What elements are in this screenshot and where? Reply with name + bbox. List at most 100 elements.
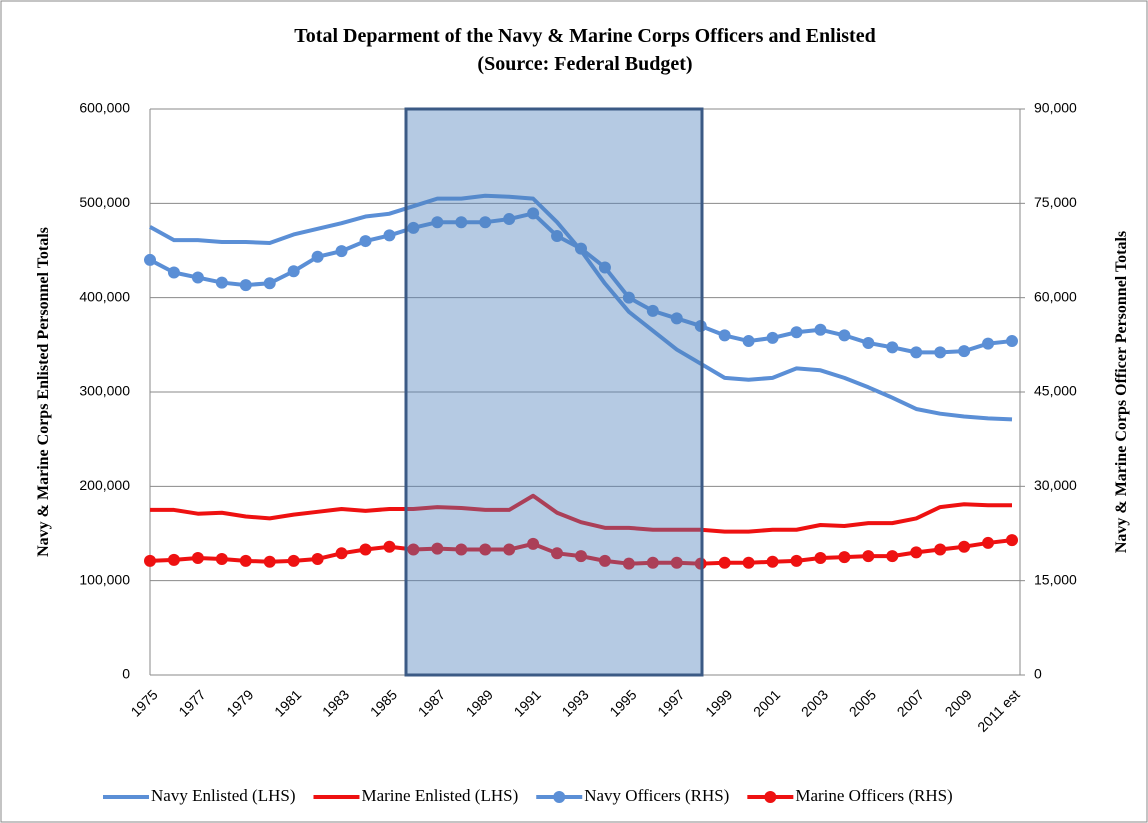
series-marker [503, 213, 516, 226]
series-marker [814, 323, 827, 336]
series-marker [670, 556, 683, 569]
y2-tick-label: 0 [1034, 666, 1042, 682]
series-marker [527, 207, 540, 220]
series-marker [215, 276, 228, 289]
series-marker [575, 550, 587, 563]
series-marker [263, 277, 276, 290]
series-marker [431, 542, 444, 555]
y-tick-label: 400,000 [79, 288, 130, 304]
highlight-region [404, 107, 704, 677]
y-tick-label: 500,000 [79, 194, 130, 210]
series-marker [814, 552, 827, 565]
y-axis-label: Navy & Marine Corps Enlisted Personnel T… [35, 227, 52, 557]
chart-subtitle: (Source: Federal Budget) [477, 53, 692, 75]
series-marker [383, 540, 396, 553]
series-marker [431, 216, 444, 229]
series-marker [335, 547, 348, 560]
series-marker [598, 261, 611, 274]
series-marker [982, 337, 995, 350]
y2-tick-label: 75,000 [1034, 194, 1077, 210]
series-marker [646, 556, 659, 569]
series-marker [215, 552, 228, 565]
series-marker [958, 345, 971, 358]
series-marker [910, 346, 923, 359]
series-marker [766, 555, 779, 568]
series-marker [287, 265, 300, 278]
series-marker [191, 552, 204, 565]
series-marker [455, 216, 468, 229]
series-marker [886, 341, 899, 354]
series-marker [742, 335, 755, 348]
series-marker [407, 543, 420, 556]
series-marker [934, 346, 947, 359]
series-marker [527, 537, 540, 550]
series-marker [551, 547, 564, 560]
legend-label: Navy Enlisted (LHS) [151, 786, 295, 805]
series-marker [622, 557, 635, 570]
series-marker [862, 336, 875, 349]
series-marker [862, 550, 875, 563]
y-tick-label: 200,000 [79, 477, 130, 493]
series-marker [144, 554, 156, 567]
chart-title: Total Deparment of the Navy & Marine Cor… [294, 25, 875, 47]
series-marker [838, 329, 851, 342]
series-marker [263, 555, 276, 568]
series-marker [575, 242, 587, 255]
series-marker [742, 556, 755, 569]
series-marker [886, 550, 899, 563]
series-marker [359, 543, 372, 556]
series-marker [1006, 534, 1018, 547]
series-line [150, 493, 1012, 534]
y-tick-label: 600,000 [79, 100, 130, 116]
series-marker [670, 312, 683, 325]
legend-label: Navy Officers (RHS) [584, 786, 729, 805]
series-marker [359, 235, 372, 248]
series-marker [503, 543, 516, 556]
series-marker [934, 543, 947, 556]
legend-marker [553, 791, 566, 803]
y2-tick-label: 90,000 [1034, 100, 1077, 116]
series-marker [1006, 335, 1018, 348]
series-marker [646, 304, 659, 317]
y2-tick-label: 45,000 [1034, 383, 1077, 399]
y-tick-label: 300,000 [79, 383, 130, 399]
series-marker [335, 245, 348, 258]
series-marker [551, 230, 564, 243]
series-marker [239, 554, 252, 567]
series-marker [455, 543, 468, 556]
series-marker [982, 536, 995, 549]
y2-axis-label: Navy & Marine Corps Officer Personnel To… [1113, 231, 1130, 553]
series-marker [479, 216, 492, 229]
series-marker [191, 271, 204, 284]
series-marker [598, 554, 611, 567]
series-marker [311, 250, 324, 263]
series-marker [239, 279, 252, 292]
series-marker [311, 552, 324, 565]
series-marker [167, 266, 180, 279]
legend-marker [764, 791, 777, 803]
series-marker [479, 543, 492, 556]
y-tick-label: 100,000 [79, 571, 130, 587]
series-marker [910, 546, 923, 559]
series-marker [287, 554, 300, 567]
series-marker [718, 556, 731, 569]
series-marker [167, 553, 180, 566]
series-marker [383, 229, 396, 242]
y2-tick-label: 15,000 [1034, 571, 1077, 587]
series-marker [144, 253, 156, 266]
series-marker [838, 551, 851, 564]
series-marker [790, 326, 803, 339]
y-tick-label: 0 [122, 666, 130, 682]
series-marker [958, 540, 971, 553]
series-marker [766, 331, 779, 344]
y2-tick-label: 60,000 [1034, 288, 1077, 304]
y2-tick-label: 30,000 [1034, 477, 1077, 493]
series-marker [718, 329, 731, 342]
series-marker [407, 221, 420, 234]
series-marker [622, 291, 635, 304]
legend-label: Marine Officers (RHS) [795, 786, 952, 805]
series-marker [790, 554, 803, 567]
legend-label: Marine Enlisted (LHS) [361, 786, 518, 805]
